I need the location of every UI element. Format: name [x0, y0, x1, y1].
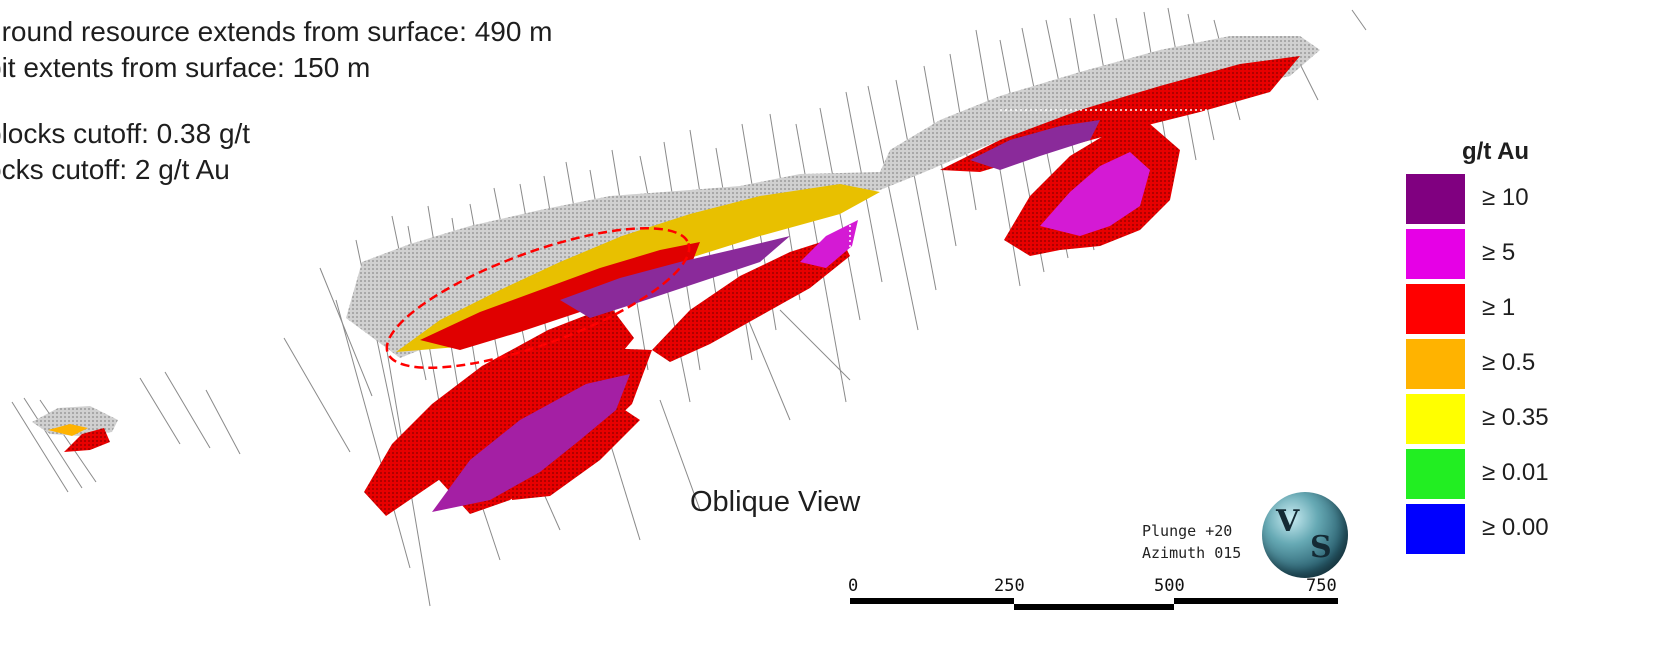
grade-shell-upper-purple: [560, 236, 790, 318]
legend-label: ≥ 5: [1482, 239, 1516, 266]
grade-shell-upper-red: [420, 242, 700, 350]
scale-label-750: 750: [1306, 576, 1337, 596]
legend-label: ≥ 1: [1482, 294, 1516, 321]
grade-shell-magenta-east: [1040, 152, 1150, 236]
grade-shell-red-tail: [504, 400, 640, 500]
grade-shell-magenta-mid: [800, 220, 858, 268]
scale-segment-2: [1014, 604, 1174, 610]
azimuth-label: Azimuth 015: [1142, 544, 1242, 562]
legend-swatch: [1406, 174, 1465, 224]
grade-shells: [48, 56, 1300, 516]
legend-swatch: [1406, 504, 1465, 554]
legend-swatch: [1406, 284, 1465, 334]
note-underground-cutoff: ocks cutoff: 2 g/t Au: [0, 154, 230, 185]
scale-segment-3: [1174, 598, 1338, 604]
note-pit-cutoff: blocks cutoff: 0.38 g/t: [0, 118, 251, 149]
grade-shell-red-mid: [652, 236, 850, 362]
grade-shell-purple-east: [970, 120, 1100, 170]
legend-title: g/t Au: [1462, 138, 1530, 165]
scale-label-0: 0: [848, 576, 859, 596]
legend-swatch: [1406, 394, 1465, 444]
legend-label: ≥ 0.35: [1482, 404, 1549, 431]
scale-segment-1: [850, 598, 1014, 604]
scale-label-250: 250: [994, 576, 1025, 596]
note-pit-depth: pit extents from surface: 150 m: [0, 52, 371, 83]
legend-swatch: [1406, 229, 1465, 279]
reference-lines: [849, 109, 1240, 250]
view-orientation: Plunge +20 Azimuth 015: [1142, 520, 1241, 564]
scale-bar: 0 250 500 750: [848, 576, 1338, 616]
legend-label: ≥ 0.5: [1482, 349, 1536, 376]
note-underground-depth: ground resource extends from surface: 49…: [0, 16, 553, 47]
legend-swatch: [1406, 339, 1465, 389]
legend-swatch: [1406, 449, 1465, 499]
legend-label: ≥ 0.00: [1482, 514, 1549, 541]
legend-label: ≥ 10: [1482, 184, 1529, 211]
grade-shell-purple-lower: [432, 374, 630, 512]
plunge-label: Plunge +20: [1142, 522, 1233, 540]
annotation-notes: ground resource extends from surface: 49…: [0, 14, 553, 188]
grade-shell-orange-west-satellite: [48, 424, 88, 436]
oblique-3d-model: [11, 7, 1367, 607]
grade-shell-red-west-satellite: [64, 428, 110, 452]
highlight-ellipse: [385, 227, 691, 369]
view-label: Oblique View: [690, 486, 861, 518]
legend-label: ≥ 0.01: [1482, 459, 1549, 486]
scale-label-500: 500: [1154, 576, 1185, 596]
